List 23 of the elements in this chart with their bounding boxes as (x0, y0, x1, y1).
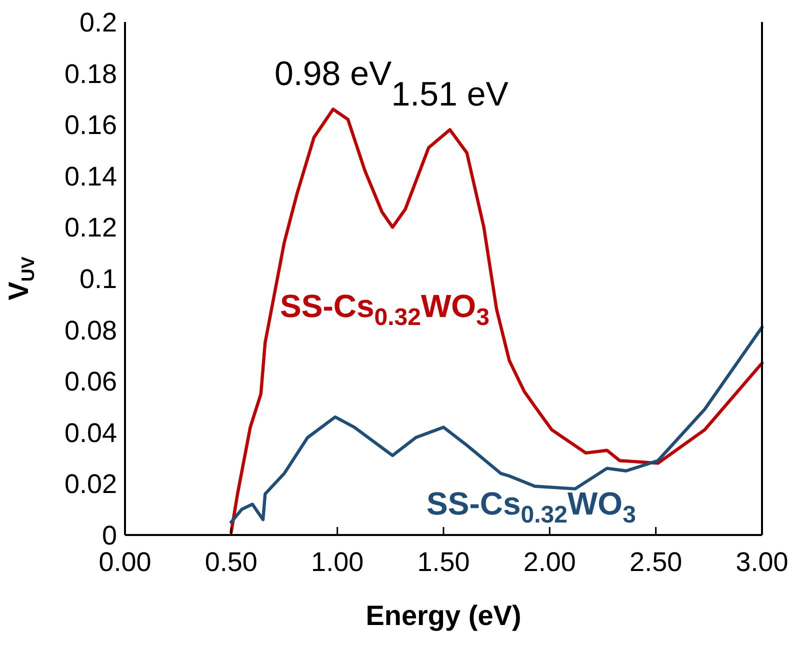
line-series (230, 108, 764, 534)
x-tick-label: 2.50 (630, 547, 682, 577)
x-axis-title: Energy (eV) (366, 600, 522, 631)
y-tick-label: 0.02 (64, 469, 117, 500)
series-label: SS-Cs$_{0.32}$WO$_{3}$ (280, 288, 490, 332)
x-tick-label: 0.50 (204, 547, 258, 577)
x-tick-label: 1.00 (311, 547, 364, 577)
y-tick-label: 0.14 (64, 161, 117, 192)
x-tick-label: 1.50 (417, 547, 470, 577)
y-tick-label: 0.18 (64, 58, 117, 89)
y-tick-label: 0.06 (64, 366, 117, 397)
y-tick-label: 0.16 (64, 110, 117, 140)
y-tick-label: 0.2 (79, 7, 117, 38)
annotation: 0.98 eV (274, 55, 392, 94)
line-series (230, 326, 764, 524)
series-label: SS-Cs$_{0.32}$WO$_{3}$ (426, 485, 636, 529)
y-tick-label: 0.1 (79, 264, 117, 294)
y-tick-label: 0.12 (64, 212, 117, 243)
annotation: 1.51 eV (391, 76, 509, 114)
y-tick-label: 0.04 (64, 418, 117, 448)
x-tick-label: 2.00 (523, 547, 576, 577)
y-tick-label: 0.08 (64, 315, 117, 346)
x-tick-label: 3.00 (736, 547, 788, 577)
